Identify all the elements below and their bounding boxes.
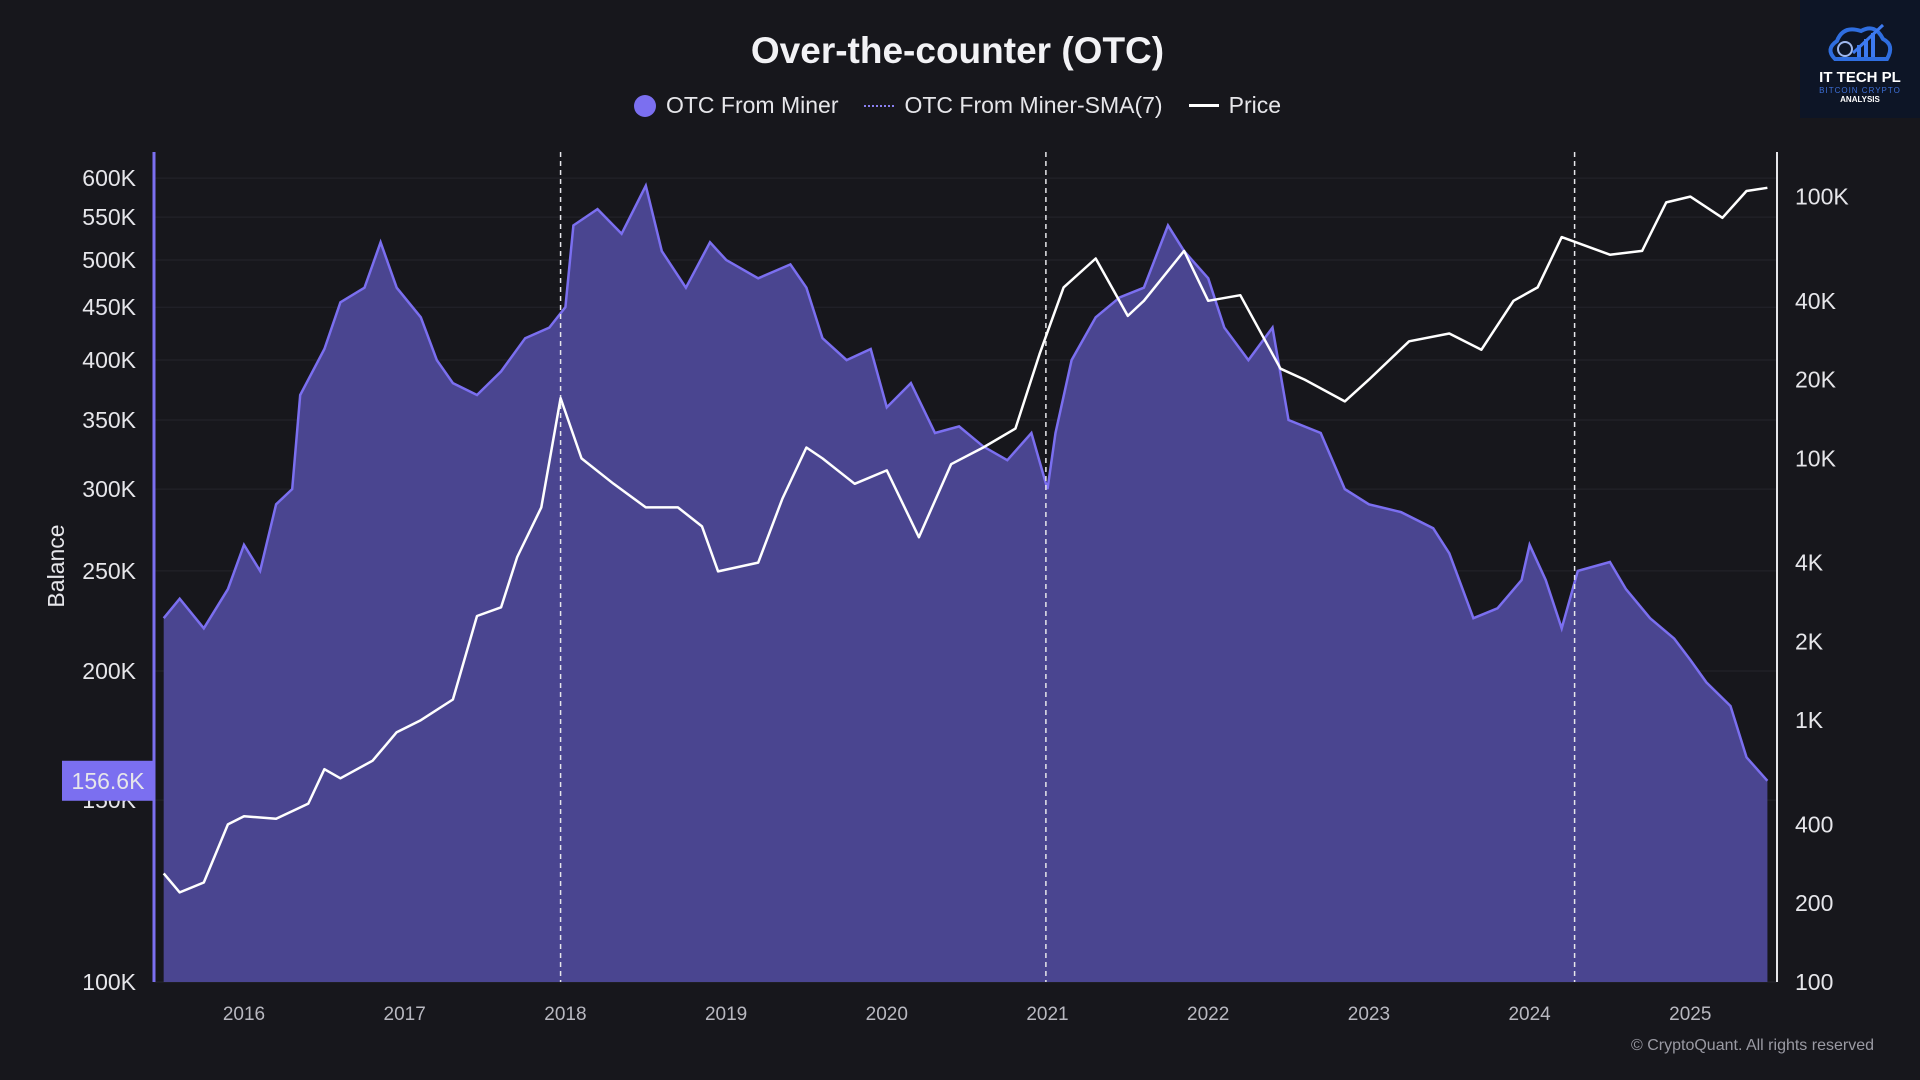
current-value-label: 156.6K [72, 768, 146, 794]
x-tick-label: 2021 [1026, 1004, 1068, 1025]
y-tick-label: 600K [82, 165, 136, 191]
y-tick-label: 100K [82, 969, 136, 995]
logo: IT TECH PL BITCOIN CRYPTO ANALYSIS [1800, 0, 1920, 118]
x-tick-label: 2018 [544, 1004, 586, 1025]
y-tick-label: 400K [82, 347, 136, 373]
x-tick-label: 2022 [1187, 1004, 1229, 1025]
y-tick-label: 450K [82, 294, 136, 320]
x-tick-label: 2017 [384, 1004, 426, 1025]
logo-text: IT TECH PL [1819, 69, 1901, 86]
y-tick-label: 200K [82, 658, 136, 684]
y2-tick-label: 100K [1795, 184, 1849, 210]
legend-label: OTC From Miner-SMA(7) [904, 92, 1163, 118]
legend-item-sma[interactable]: OTC From Miner-SMA(7) [864, 92, 1163, 119]
y2-tick-label: 100 [1795, 969, 1833, 995]
y2-tick-label: 2K [1795, 628, 1824, 654]
x-tick-label: 2025 [1669, 1004, 1711, 1025]
y2-tick-label: 20K [1795, 367, 1837, 393]
x-tick-label: 2016 [223, 1004, 265, 1025]
legend-line-icon [1188, 104, 1219, 107]
current-value-box [62, 760, 154, 801]
legend-dot-icon [633, 94, 656, 117]
y-tick-label: 550K [82, 204, 136, 230]
price-line [162, 186, 1768, 894]
logo-subtext: ANALYSIS [1840, 95, 1880, 104]
x-tick-label: 2024 [1508, 1004, 1551, 1025]
y2-tick-label: 4K [1795, 550, 1824, 576]
legend-label: Price [1228, 92, 1282, 118]
x-tick-label: 2020 [866, 1004, 908, 1025]
x-tick-label: 2019 [705, 1004, 747, 1025]
y2-tick-label: 40K [1795, 288, 1837, 314]
otc-area [163, 185, 1768, 982]
logo-cloud-icon [1828, 23, 1893, 61]
legend-dotted-line-icon [864, 104, 895, 107]
legend-item-price[interactable]: Price [1188, 92, 1282, 119]
y-axis-label: Balance [43, 524, 69, 607]
legend-item-otc[interactable]: OTC From Miner [633, 92, 839, 119]
y-tick-label: 250K [82, 558, 136, 584]
x-tick-label: 2023 [1348, 1004, 1390, 1025]
y-tick-label: 300K [82, 476, 136, 502]
y2-tick-label: 1K [1795, 707, 1824, 733]
y2-tick-label: 10K [1795, 445, 1837, 471]
y2-tick-label: 400 [1795, 811, 1833, 837]
y-tick-label: 350K [82, 407, 136, 433]
y-tick-label: 500K [82, 247, 136, 273]
copyright: © CryptoQuant. All rights reserved [1631, 1037, 1874, 1054]
y2-tick-label: 200 [1795, 890, 1833, 916]
legend: OTC From Miner OTC From Miner-SMA(7) Pri… [0, 92, 1915, 119]
chart-title: Over-the-counter (OTC) [750, 30, 1165, 71]
legend-label: OTC From Miner [665, 92, 839, 118]
otc-line [162, 182, 1769, 782]
logo-subtext: BITCOIN CRYPTO [1819, 86, 1901, 95]
